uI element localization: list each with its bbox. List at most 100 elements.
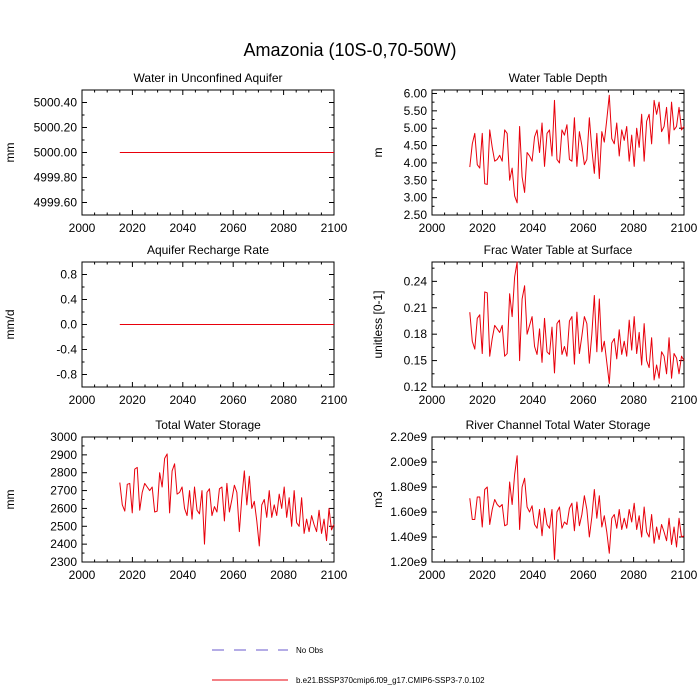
x-tick-label: 2060 xyxy=(570,568,597,582)
panel-water-table-depth: Water Table Depth 2000 2020 2040 2060 2080 210… xyxy=(371,71,698,235)
x-tick-label: 2080 xyxy=(620,568,647,582)
panels: Water in Unconfined Aquifer 2000 2020 2040 2… xyxy=(3,71,698,582)
y-tick-label: 2.00e9 xyxy=(390,455,427,469)
y-tick-label: 1.60e9 xyxy=(390,505,427,519)
x-tick-label: 2020 xyxy=(469,221,496,235)
y-tick-label: -0.4 xyxy=(56,343,77,357)
legend: No Obs b.e21.BSSP370cmip6.f09_g17.CMIP6-… xyxy=(212,646,485,685)
x-tick-label: 2040 xyxy=(519,568,546,582)
series-line xyxy=(119,453,335,547)
y-tick-label: 4.00 xyxy=(404,156,428,170)
x-tick-label: 2040 xyxy=(169,221,196,235)
x-tick-label: 2080 xyxy=(620,393,647,407)
x-tick-label: 2080 xyxy=(620,221,647,235)
y-tick-label: 0.4 xyxy=(60,293,77,307)
panel-title: Frac Water Table at Surface xyxy=(484,243,633,257)
y-axis-label: m xyxy=(371,148,385,158)
y-axis-label: mm xyxy=(3,143,17,163)
x-tick-label: 2040 xyxy=(169,393,196,407)
y-tick-label: 3.00 xyxy=(404,191,428,205)
x-tick-label: 2060 xyxy=(570,221,597,235)
x-tick-label: 2020 xyxy=(469,568,496,582)
y-tick-label: 3000 xyxy=(50,430,77,444)
series-line xyxy=(469,94,685,204)
x-tick-label: 2020 xyxy=(119,568,146,582)
panel-title: Water in Unconfined Aquifer xyxy=(134,71,283,85)
y-axis-label: mm/d xyxy=(3,310,17,340)
x-tick-label: 2040 xyxy=(519,393,546,407)
x-tick-label: 2100 xyxy=(321,221,348,235)
x-tick-label: 2040 xyxy=(169,568,196,582)
y-tick-label: -0.8 xyxy=(56,368,77,382)
panel-frac-water-table-at-surface: Frac Water Table at Surface 2000 2020 2040 2… xyxy=(371,243,698,407)
x-tick-label: 2020 xyxy=(119,221,146,235)
y-tick-label: 0.24 xyxy=(404,274,428,288)
legend-label-model: b.e21.BSSP370cmip6.f09_g17.CMIP6-SSP3-7.… xyxy=(296,676,485,685)
y-tick-label: 0.8 xyxy=(60,268,77,282)
y-tick-label: 2400 xyxy=(50,537,77,551)
panel-title: Total Water Storage xyxy=(155,418,261,432)
x-tick-label: 2060 xyxy=(570,393,597,407)
x-tick-label: 2000 xyxy=(69,393,96,407)
y-tick-label: 2.20e9 xyxy=(390,430,427,444)
x-tick-label: 2000 xyxy=(419,221,446,235)
y-axis-label: m3 xyxy=(371,491,385,508)
x-tick-label: 2100 xyxy=(671,568,698,582)
x-tick-label: 2020 xyxy=(469,393,496,407)
panel-aquifer-recharge-rate: Aquifer Recharge Rate 2000 2020 2040 2060 208… xyxy=(3,243,348,407)
x-tick-label: 2000 xyxy=(69,221,96,235)
y-tick-label: 0.21 xyxy=(404,301,428,315)
y-tick-label: 5.00 xyxy=(404,121,428,135)
x-tick-label: 2020 xyxy=(119,393,146,407)
y-tick-label: 5000.00 xyxy=(34,146,78,160)
y-tick-label: 1.80e9 xyxy=(390,480,427,494)
panel-river-channel-total-water-storage: River Channel Total Water Storage 2000 202… xyxy=(371,418,698,582)
y-tick-label: 2700 xyxy=(50,484,77,498)
x-tick-label: 2100 xyxy=(671,221,698,235)
y-tick-label: 1.20e9 xyxy=(390,555,427,569)
y-tick-label: 2500 xyxy=(50,519,77,533)
legend-label-no-obs: No Obs xyxy=(296,646,323,655)
y-tick-label: 2.50 xyxy=(404,208,428,222)
panel-total-water-storage: Total Water Storage 2000 2020 2040 2060 2080 2… xyxy=(3,418,348,582)
x-tick-label: 2060 xyxy=(220,568,247,582)
x-tick-label: 2080 xyxy=(270,393,297,407)
x-tick-label: 2080 xyxy=(270,221,297,235)
panel-title: River Channel Total Water Storage xyxy=(466,418,651,432)
x-tick-label: 2040 xyxy=(519,221,546,235)
y-tick-label: 5000.40 xyxy=(34,96,78,110)
y-tick-label: 4.50 xyxy=(404,139,428,153)
x-tick-label: 2060 xyxy=(220,393,247,407)
y-tick-label: 0.18 xyxy=(404,327,428,341)
y-tick-label: 5000.20 xyxy=(34,121,78,135)
x-tick-label: 2100 xyxy=(321,393,348,407)
x-tick-label: 2100 xyxy=(321,568,348,582)
y-axis-label: mm xyxy=(3,490,17,510)
y-axis-label: unitless [0-1] xyxy=(371,290,385,358)
panel-water-in-unconfined-aquifer: Water in Unconfined Aquifer 2000 2020 2040 2… xyxy=(3,71,348,235)
y-tick-label: 0.0 xyxy=(60,318,77,332)
y-tick-label: 2900 xyxy=(50,448,77,462)
x-tick-label: 2100 xyxy=(671,393,698,407)
x-tick-label: 2060 xyxy=(220,221,247,235)
y-tick-label: 2800 xyxy=(50,466,77,480)
y-tick-label: 1.40e9 xyxy=(390,530,427,544)
y-tick-label: 4999.80 xyxy=(34,171,78,185)
y-tick-label: 5.50 xyxy=(404,104,428,118)
series-line xyxy=(469,455,685,560)
y-tick-label: 6.00 xyxy=(404,86,428,100)
y-tick-label: 4999.60 xyxy=(34,196,78,210)
y-tick-label: 0.12 xyxy=(404,380,428,394)
panel-title: Aquifer Recharge Rate xyxy=(147,243,269,257)
x-tick-label: 2000 xyxy=(69,568,96,582)
y-tick-label: 2600 xyxy=(50,501,77,515)
y-tick-label: 3.50 xyxy=(404,173,428,187)
x-tick-label: 2000 xyxy=(419,393,446,407)
x-tick-label: 2080 xyxy=(270,568,297,582)
series-line xyxy=(469,261,685,384)
panel-title: Water Table Depth xyxy=(509,71,608,85)
y-tick-label: 2300 xyxy=(50,555,77,569)
x-tick-label: 2000 xyxy=(419,568,446,582)
y-tick-label: 0.15 xyxy=(404,354,428,368)
